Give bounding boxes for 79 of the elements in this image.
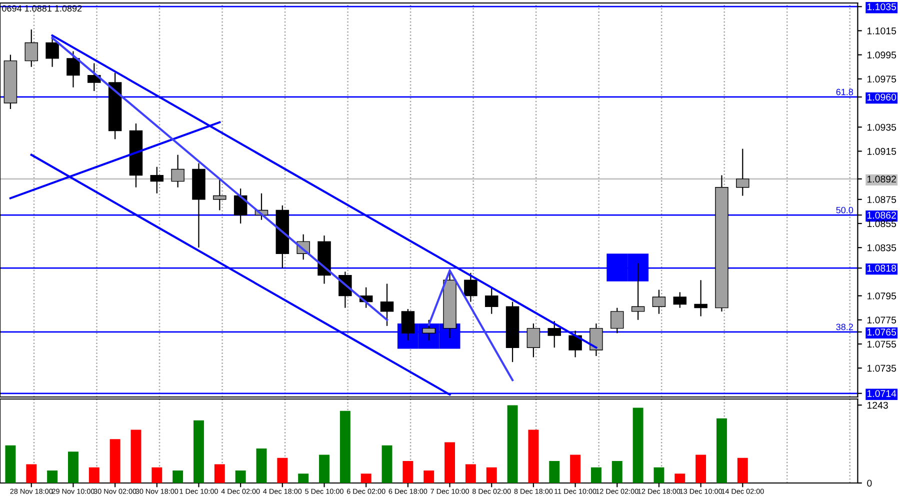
- y-tick-label: 1.0915: [867, 148, 896, 155]
- bar: [130, 430, 142, 483]
- bar: [5, 445, 16, 483]
- bar: [110, 439, 120, 483]
- candlestick: [150, 166, 164, 194]
- y-tick-label: 1.0892: [867, 176, 896, 183]
- bar: [152, 467, 162, 483]
- annotation: 0694 1.0881 1.0892: [2, 5, 82, 12]
- bar: [486, 467, 497, 483]
- bar: [737, 458, 748, 483]
- annotation: 50.0: [836, 206, 854, 214]
- bar: [570, 454, 581, 483]
- bar: [696, 454, 706, 483]
- candlestick: [234, 188, 248, 224]
- bar: [716, 418, 727, 483]
- bar: [507, 405, 518, 483]
- bar: [256, 448, 267, 483]
- annotation: 61.8: [836, 88, 854, 96]
- candlestick: [464, 272, 478, 302]
- candlestick: [694, 280, 708, 317]
- candlestick: [380, 283, 394, 326]
- y-tick-label: 1.0862: [867, 212, 896, 219]
- y-tick-label: 1.0835: [867, 244, 896, 252]
- y-tick-label: 1.0855: [867, 220, 896, 228]
- bar: [47, 470, 58, 483]
- candlestick: [171, 154, 184, 188]
- candlestick: [66, 50, 80, 88]
- candlestick: [736, 148, 750, 196]
- y-tick-label: 1.0995: [867, 52, 896, 58]
- candlestick: [422, 319, 436, 341]
- annotation: 38.2: [836, 324, 853, 330]
- bar: [402, 461, 414, 483]
- bar: [319, 454, 330, 483]
- y-tick-label: 1.0875: [867, 196, 896, 204]
- bar: [26, 464, 37, 483]
- bar: [444, 442, 455, 483]
- candlestick: [673, 292, 687, 308]
- y-tick-label: 1.0735: [867, 364, 896, 372]
- y-tick-label: 1243: [867, 402, 888, 409]
- bar: [298, 474, 309, 483]
- candlestick: [484, 286, 498, 314]
- bar: [340, 410, 350, 483]
- bar: [654, 467, 664, 483]
- bar: [214, 464, 225, 483]
- bar: [68, 452, 78, 483]
- bar: [424, 470, 434, 483]
- y-tick-label: 1.0818: [867, 264, 896, 272]
- bar: [632, 408, 644, 483]
- candlestick: [568, 330, 582, 358]
- candlestick: [610, 307, 624, 334]
- bar: [88, 467, 100, 483]
- y-tick-label: 1.0714: [867, 390, 896, 398]
- y-tick-label: 1.1035: [867, 3, 896, 10]
- y-tick-label: 0: [867, 480, 872, 487]
- bar: [674, 474, 686, 483]
- y-tick-label: 1.0960: [867, 94, 896, 101]
- y-tick-label: 1.0975: [867, 76, 896, 83]
- bar: [235, 470, 246, 483]
- y-tick-label: 1.0775: [867, 316, 896, 324]
- y-tick-label: 1.0755: [867, 340, 896, 348]
- y-tick-label: 1.0795: [867, 292, 896, 300]
- candlestick: [631, 262, 645, 320]
- candlestick: [88, 62, 101, 92]
- bar: [172, 470, 184, 483]
- bar: [360, 474, 372, 483]
- candlestick: [401, 308, 415, 341]
- bar: [528, 430, 539, 483]
- y-tick-label: 1.0935: [867, 124, 896, 131]
- bar: [549, 461, 560, 483]
- y-tick-label: 1.0765: [867, 328, 896, 336]
- bar: [612, 461, 622, 483]
- bar: [277, 458, 288, 483]
- bar: [465, 464, 476, 483]
- candlestick: [46, 36, 59, 68]
- candlestick: [548, 320, 561, 348]
- bar: [194, 420, 204, 483]
- y-tick-label: 1.1015: [867, 27, 896, 34]
- bar: [382, 445, 392, 483]
- bar: [590, 467, 602, 483]
